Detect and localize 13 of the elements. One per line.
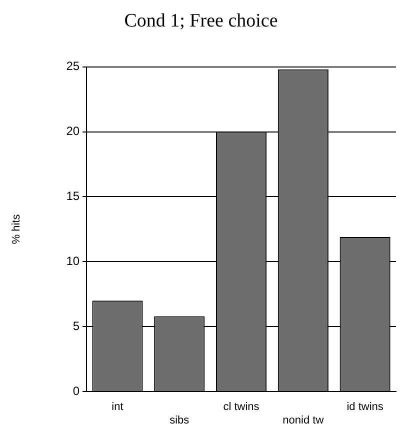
chart-title: Cond 1; Free choice xyxy=(124,10,278,32)
x-tick-label: sibs xyxy=(170,414,190,426)
x-tick-label: int xyxy=(112,401,124,414)
y-tick-label: 15 xyxy=(66,189,80,204)
y-tick-label: 25 xyxy=(66,59,80,74)
x-tick-label: id twins xyxy=(346,401,384,414)
y-tick-label: 20 xyxy=(66,124,80,138)
y-tick-label: 10 xyxy=(66,254,80,268)
y-tick-label: 5 xyxy=(72,318,80,333)
y-axis-title: % hits xyxy=(10,214,23,244)
x-tick-label: nonid tw xyxy=(282,414,324,426)
x-tick-label: cl twins xyxy=(223,401,260,414)
y-tick-label: 0 xyxy=(72,384,80,398)
